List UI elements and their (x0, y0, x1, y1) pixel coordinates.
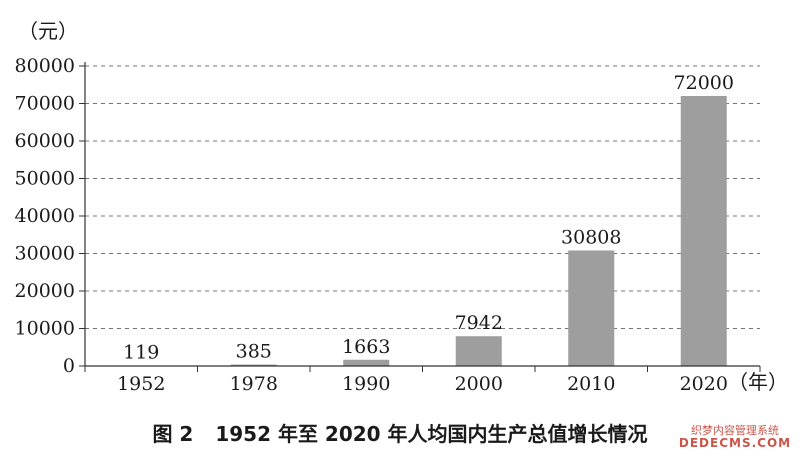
y-tick-label: 70000 (15, 93, 75, 115)
data-labels: 119 385 1663 7942 30808 72000 (123, 72, 734, 364)
x-axis-unit: （年） (728, 370, 788, 394)
watermark-text: 织梦内容管理系统 (691, 424, 779, 437)
bar (343, 359, 390, 366)
y-tick-label: 20000 (15, 280, 75, 302)
chart-title: 1952 年至 2020 年人均国内生产总值增长情况 (215, 422, 648, 446)
y-tick-label: 80000 (15, 55, 75, 77)
grid-lines (85, 65, 760, 329)
y-axis-ticks: 0 10000 20000 30000 40000 50000 60000 70000 8000… (15, 55, 85, 377)
watermark-logo: 织梦内容管理系统 DEDECMS.COM (676, 424, 794, 450)
x-tick-label: 2000 (455, 373, 503, 395)
data-label: 30808 (561, 226, 621, 248)
figure-number: 图 2 (152, 422, 194, 446)
x-tick-label: 1990 (342, 373, 390, 395)
figure-caption: 图 2 1952 年至 2020 年人均国内生产总值增长情况 (0, 418, 800, 447)
y-axis-unit: （元） (18, 19, 78, 43)
data-label: 1663 (342, 336, 390, 358)
data-label: 385 (236, 341, 272, 363)
y-tick-label: 50000 (15, 168, 75, 190)
bar-chart: （元） 0 10000 20000 30000 40000 50000 60000 70000… (15, 19, 788, 395)
x-tick-label: 2020 (680, 373, 728, 395)
y-tick-label: 60000 (15, 130, 75, 152)
data-label: 7942 (455, 312, 503, 334)
y-tick-label: 40000 (15, 205, 75, 227)
bar (230, 364, 277, 366)
x-axis-ticks: 1952 1978 1990 2000 2010 2020 (84, 366, 761, 395)
data-label: 119 (123, 342, 159, 364)
bar (455, 336, 502, 366)
bar (568, 250, 615, 366)
bars (118, 96, 727, 367)
y-tick-label: 0 (63, 355, 75, 377)
watermark-domain: DEDECMS.COM (678, 436, 792, 450)
x-tick-label: 1978 (230, 373, 278, 395)
data-label: 72000 (674, 72, 734, 94)
x-tick-label: 2010 (567, 373, 615, 395)
bar (680, 96, 727, 366)
y-tick-label: 10000 (15, 318, 75, 340)
y-tick-label: 30000 (15, 243, 75, 265)
x-tick-label: 1952 (117, 373, 165, 395)
